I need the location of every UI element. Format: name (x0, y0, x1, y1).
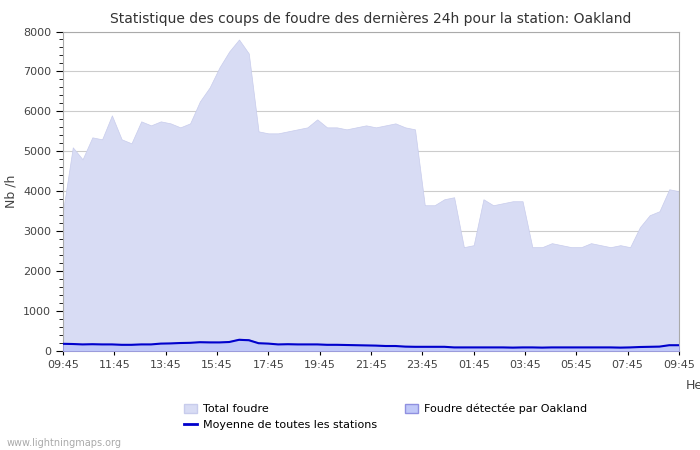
Title: Statistique des coups de foudre des dernières 24h pour la station: Oakland: Statistique des coups de foudre des dern… (111, 12, 631, 26)
Text: Heure: Heure (686, 379, 700, 392)
Y-axis label: Nb /h: Nb /h (4, 175, 18, 208)
Legend: Total foudre, Moyenne de toutes les stations, Foudre détectée par Oakland: Total foudre, Moyenne de toutes les stat… (179, 400, 591, 435)
Text: www.lightningmaps.org: www.lightningmaps.org (7, 438, 122, 448)
